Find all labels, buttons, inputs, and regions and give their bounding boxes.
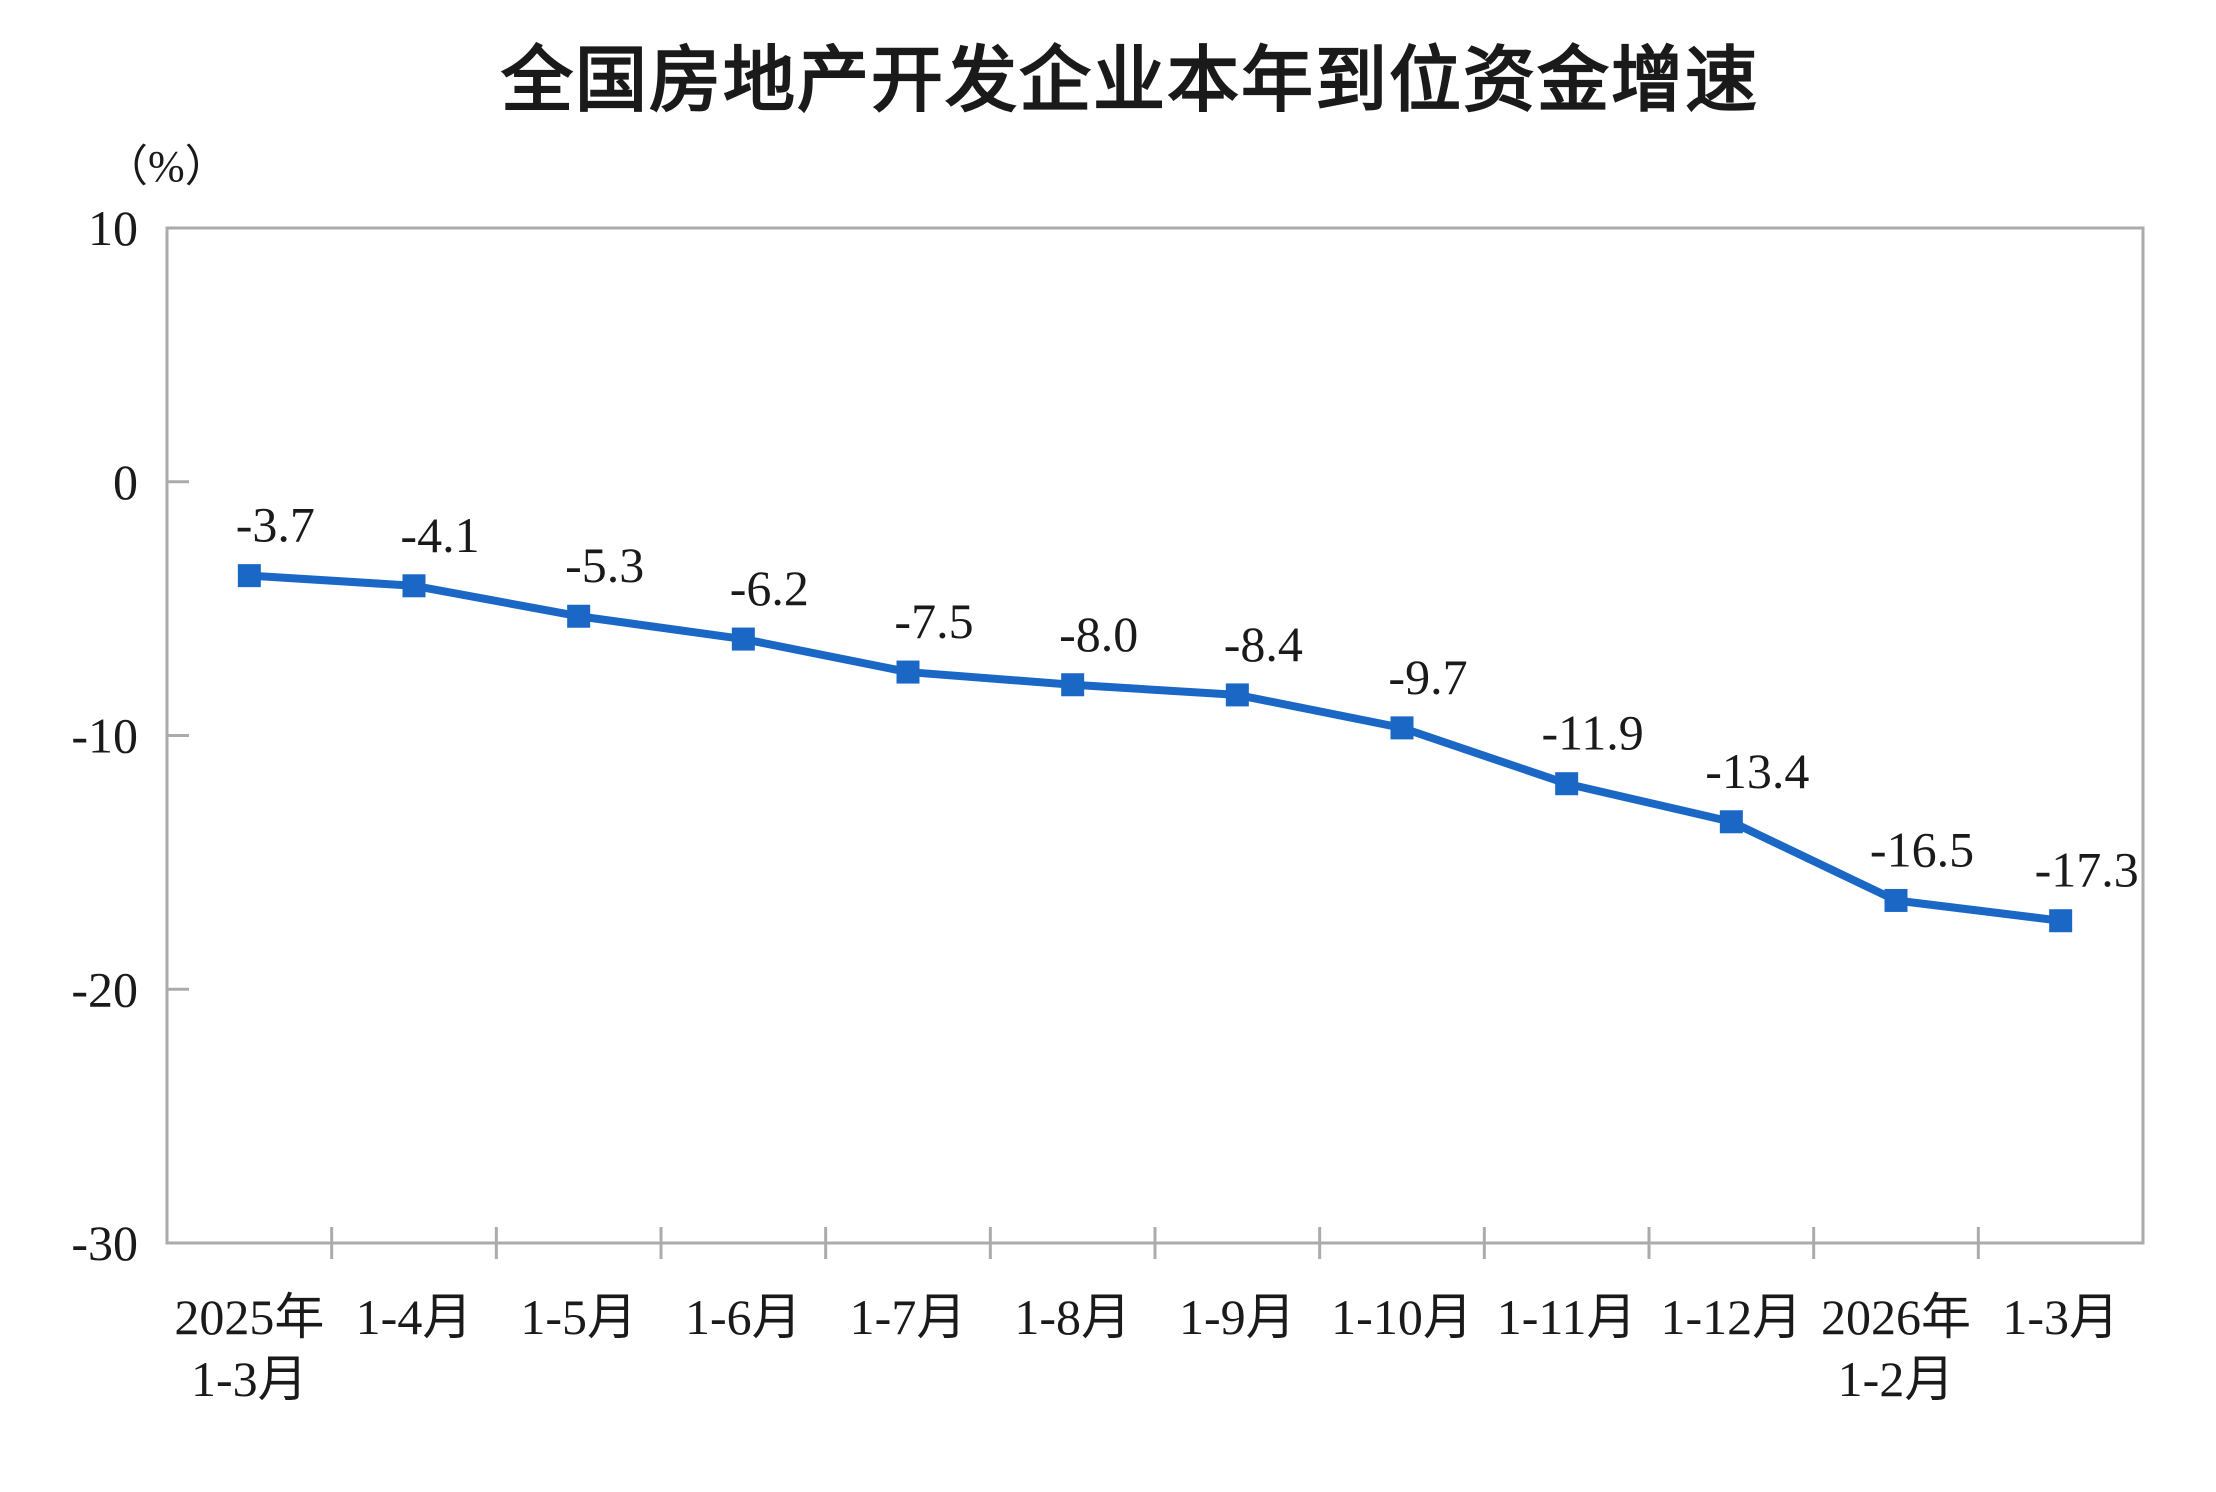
x-axis-category-label: 1-3月 [2002, 1289, 2119, 1345]
y-axis-unit-label: （%） [104, 142, 229, 191]
data-point-label: -8.0 [1059, 606, 1138, 662]
data-point-label: -3.7 [236, 497, 315, 553]
x-axis-category-label: 1-8月 [1014, 1289, 1131, 1345]
data-point-marker [567, 604, 591, 628]
data-point-label: -6.2 [730, 560, 809, 616]
data-point-label: -13.4 [1705, 743, 1809, 799]
y-axis-tick-label: -30 [71, 1215, 138, 1271]
series-line [245, 571, 2065, 925]
data-point-label: -16.5 [1870, 821, 1974, 877]
x-axis-category-label: 1-12月 [1661, 1289, 1803, 1345]
data-point-marker [1225, 683, 1249, 707]
data-point-marker [1390, 716, 1414, 740]
data-point-marker [1555, 772, 1579, 796]
y-axis-tick-label: -10 [71, 708, 138, 764]
data-point-label: -8.4 [1224, 616, 1303, 672]
data-point-label: -11.9 [1542, 705, 1644, 761]
data-point-marker [896, 660, 920, 684]
x-axis-category-label: 1-6月 [685, 1289, 802, 1345]
x-axis-category-label: 2025年 1-3月 [174, 1289, 324, 1407]
x-axis-category-label: 1-10月 [1331, 1289, 1473, 1345]
x-axis-category-label: 1-7月 [850, 1289, 967, 1345]
x-axis-category-label: 2026年 1-2月 [1821, 1289, 1971, 1407]
x-axis-category-label: 1-5月 [520, 1289, 637, 1345]
plot-area-border [165, 226, 2145, 1245]
y-axis-tick-label: 0 [113, 454, 138, 510]
data-point-label: -4.1 [400, 507, 479, 563]
data-point-marker [1884, 888, 1908, 912]
chart-title: 全国房地产开发企业本年到位资金增速 [500, 41, 1759, 121]
y-axis-tick-label: -20 [71, 961, 138, 1017]
data-point-label: -7.5 [894, 593, 973, 649]
data-point-marker [2049, 909, 2073, 933]
data-point-marker [731, 627, 755, 651]
data-point-label: -9.7 [1388, 649, 1467, 705]
data-point-marker [402, 574, 426, 598]
x-axis-category-label: 1-11月 [1497, 1289, 1637, 1345]
x-axis-category-label: 1-9月 [1179, 1289, 1296, 1345]
data-point-label: -17.3 [2035, 842, 2139, 898]
data-point-marker [237, 564, 261, 588]
data-point-marker [1061, 673, 1085, 697]
x-axis-category-label: 1-4月 [356, 1289, 473, 1345]
y-axis-tick-label: 10 [88, 200, 138, 256]
data-point-marker [1719, 810, 1743, 834]
data-point-label: -5.3 [565, 537, 644, 593]
